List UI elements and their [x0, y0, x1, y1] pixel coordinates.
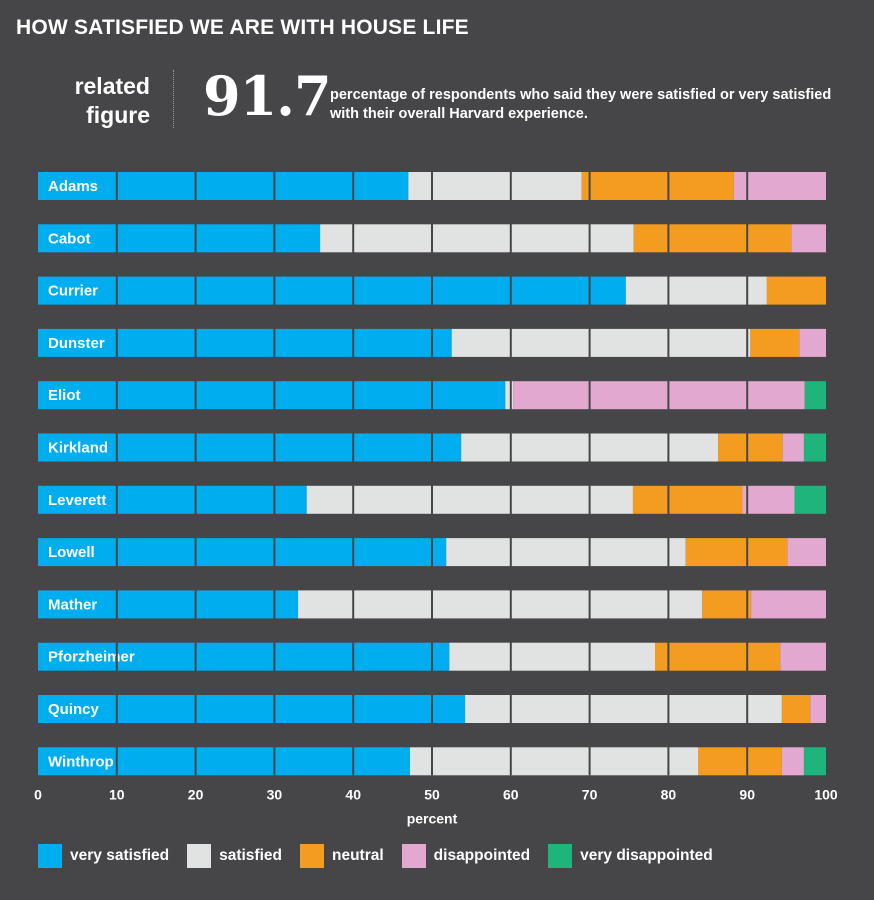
- bar-lowell-neutral: [685, 538, 788, 567]
- bar-mather-disappointed: [751, 590, 826, 619]
- legend-label-very-disappointed: very disappointed: [580, 847, 713, 864]
- bar-dunster-neutral: [750, 328, 800, 357]
- bar-currier-satisfied: [625, 276, 767, 305]
- chart-legend: very satisfied satisfied neutral disappoint…: [38, 844, 731, 868]
- related-label-line-1: related: [74, 73, 150, 99]
- category-label-lowell: Lowell: [48, 544, 95, 561]
- legend-swatch-satisfied: [187, 844, 212, 868]
- legend-item-neutral: neutral: [299, 844, 384, 868]
- bar-leverett-neutral: [632, 485, 743, 514]
- chart-title: HOW SATISFIED WE ARE WITH HOUSE LIFE: [16, 16, 469, 39]
- legend-item-very-satisfied: very satisfied: [38, 844, 169, 868]
- bar-pforzheimer-satisfied: [449, 642, 656, 671]
- bar-winthrop-disappointed: [781, 747, 804, 776]
- bar-leverett-satisfied: [306, 485, 633, 514]
- x-tick-label-10: 10: [109, 786, 125, 802]
- legend-swatch-neutral: [299, 844, 324, 868]
- bar-pforzheimer-neutral: [655, 642, 781, 671]
- stacked-bar-chart: Adams Cabot Currier Dunster Eliot Kirkland Lev…: [34, 172, 838, 826]
- bar-lowell-very-satisfied: [38, 538, 447, 567]
- bar-kirkland-neutral: [718, 433, 783, 462]
- category-label-dunster: Dunster: [48, 335, 105, 352]
- x-tick-label-40: 40: [345, 786, 361, 802]
- category-label-eliot: Eliot: [48, 387, 81, 404]
- legend-swatch-very-satisfied: [38, 844, 62, 868]
- highlight-description: percentage of respondents who said they …: [330, 87, 832, 122]
- x-tick-label-80: 80: [661, 786, 677, 802]
- category-label-currier: Currier: [48, 283, 98, 300]
- bar-kirkland-very-satisfied: [38, 433, 462, 462]
- bar-quincy-very-satisfied: [38, 695, 466, 723]
- bar-winthrop-satisfied: [409, 747, 699, 776]
- related-figure-label: related figure: [40, 72, 150, 130]
- bar-lowell-satisfied: [446, 538, 686, 567]
- bar-quincy-neutral: [781, 695, 811, 723]
- bar-quincy-disappointed: [810, 695, 826, 723]
- legend-swatch-disappointed: [401, 844, 426, 868]
- bar-adams-very-satisfied: [38, 172, 409, 200]
- bar-lowell-disappointed: [787, 538, 826, 567]
- legend-item-very-disappointed: very disappointed: [548, 844, 713, 868]
- bar-adams-satisfied: [408, 172, 582, 200]
- bar-winthrop-very-disappointed: [803, 747, 826, 776]
- bar-dunster-very-satisfied: [38, 328, 452, 357]
- bar-dunster-satisfied: [451, 328, 751, 357]
- legend-label-satisfied: satisfied: [219, 847, 282, 864]
- x-tick-label-30: 30: [267, 786, 283, 802]
- bar-quincy-satisfied: [465, 695, 782, 723]
- x-tick-label-20: 20: [188, 786, 204, 802]
- bar-mather-neutral: [702, 590, 752, 619]
- legend-label-very-satisfied: very satisfied: [70, 847, 170, 864]
- bar-cabot-neutral: [633, 224, 792, 253]
- x-tick-label-0: 0: [34, 786, 42, 802]
- bar-winthrop-very-satisfied: [38, 747, 410, 776]
- category-label-pforzheimer: Pforzheimer: [48, 649, 135, 666]
- bar-leverett-very-disappointed: [794, 485, 826, 514]
- legend-swatch-very-disappointed: [548, 844, 573, 868]
- bar-pforzheimer-disappointed: [780, 642, 826, 671]
- x-axis-label: percent: [407, 810, 458, 826]
- bar-leverett-disappointed: [742, 485, 795, 514]
- x-tick-label-90: 90: [739, 786, 755, 802]
- x-tick-label-50: 50: [424, 786, 440, 802]
- bar-eliot-very-satisfied: [38, 381, 506, 410]
- highlight-value: 91.7: [203, 64, 332, 128]
- category-label-quincy: Quincy: [48, 701, 100, 718]
- bar-leverett-very-satisfied: [38, 485, 307, 514]
- bar-cabot-satisfied: [320, 224, 634, 253]
- category-label-kirkland: Kirkland: [48, 440, 108, 457]
- legend-item-satisfied: satisfied: [187, 844, 282, 868]
- bar-cabot-very-satisfied: [38, 224, 321, 253]
- related-label-line-2: figure: [86, 102, 150, 128]
- bar-dunster-disappointed: [799, 328, 826, 357]
- x-tick-label-100: 100: [814, 786, 838, 802]
- bar-mather-very-satisfied: [38, 590, 299, 619]
- category-label-adams: Adams: [48, 178, 98, 195]
- bar-adams-disappointed: [733, 172, 826, 200]
- bar-currier-very-satisfied: [38, 276, 626, 305]
- bar-eliot-disappointed: [513, 381, 805, 410]
- x-tick-label-70: 70: [582, 786, 598, 802]
- legend-label-disappointed: disappointed: [433, 847, 531, 864]
- bar-mather-satisfied: [298, 590, 703, 619]
- bar-cabot-disappointed: [791, 224, 826, 253]
- bar-winthrop-neutral: [698, 747, 782, 776]
- category-label-mather: Mather: [48, 596, 97, 613]
- bar-kirkland-disappointed: [782, 433, 804, 462]
- bar-eliot-satisfied: [505, 381, 514, 410]
- legend-label-neutral: neutral: [331, 847, 384, 864]
- bar-eliot-very-disappointed: [804, 381, 826, 410]
- category-label-cabot: Cabot: [48, 230, 91, 247]
- bar-currier-neutral: [766, 276, 826, 305]
- x-tick-label-60: 60: [503, 786, 519, 802]
- category-label-winthrop: Winthrop: [48, 753, 114, 770]
- bar-adams-neutral: [581, 172, 734, 200]
- category-label-leverett: Leverett: [48, 492, 106, 509]
- bar-kirkland-very-disappointed: [803, 433, 826, 462]
- legend-item-disappointed: disappointed: [401, 844, 531, 868]
- dotted-divider: [173, 70, 174, 128]
- bar-pforzheimer-very-satisfied: [38, 642, 450, 671]
